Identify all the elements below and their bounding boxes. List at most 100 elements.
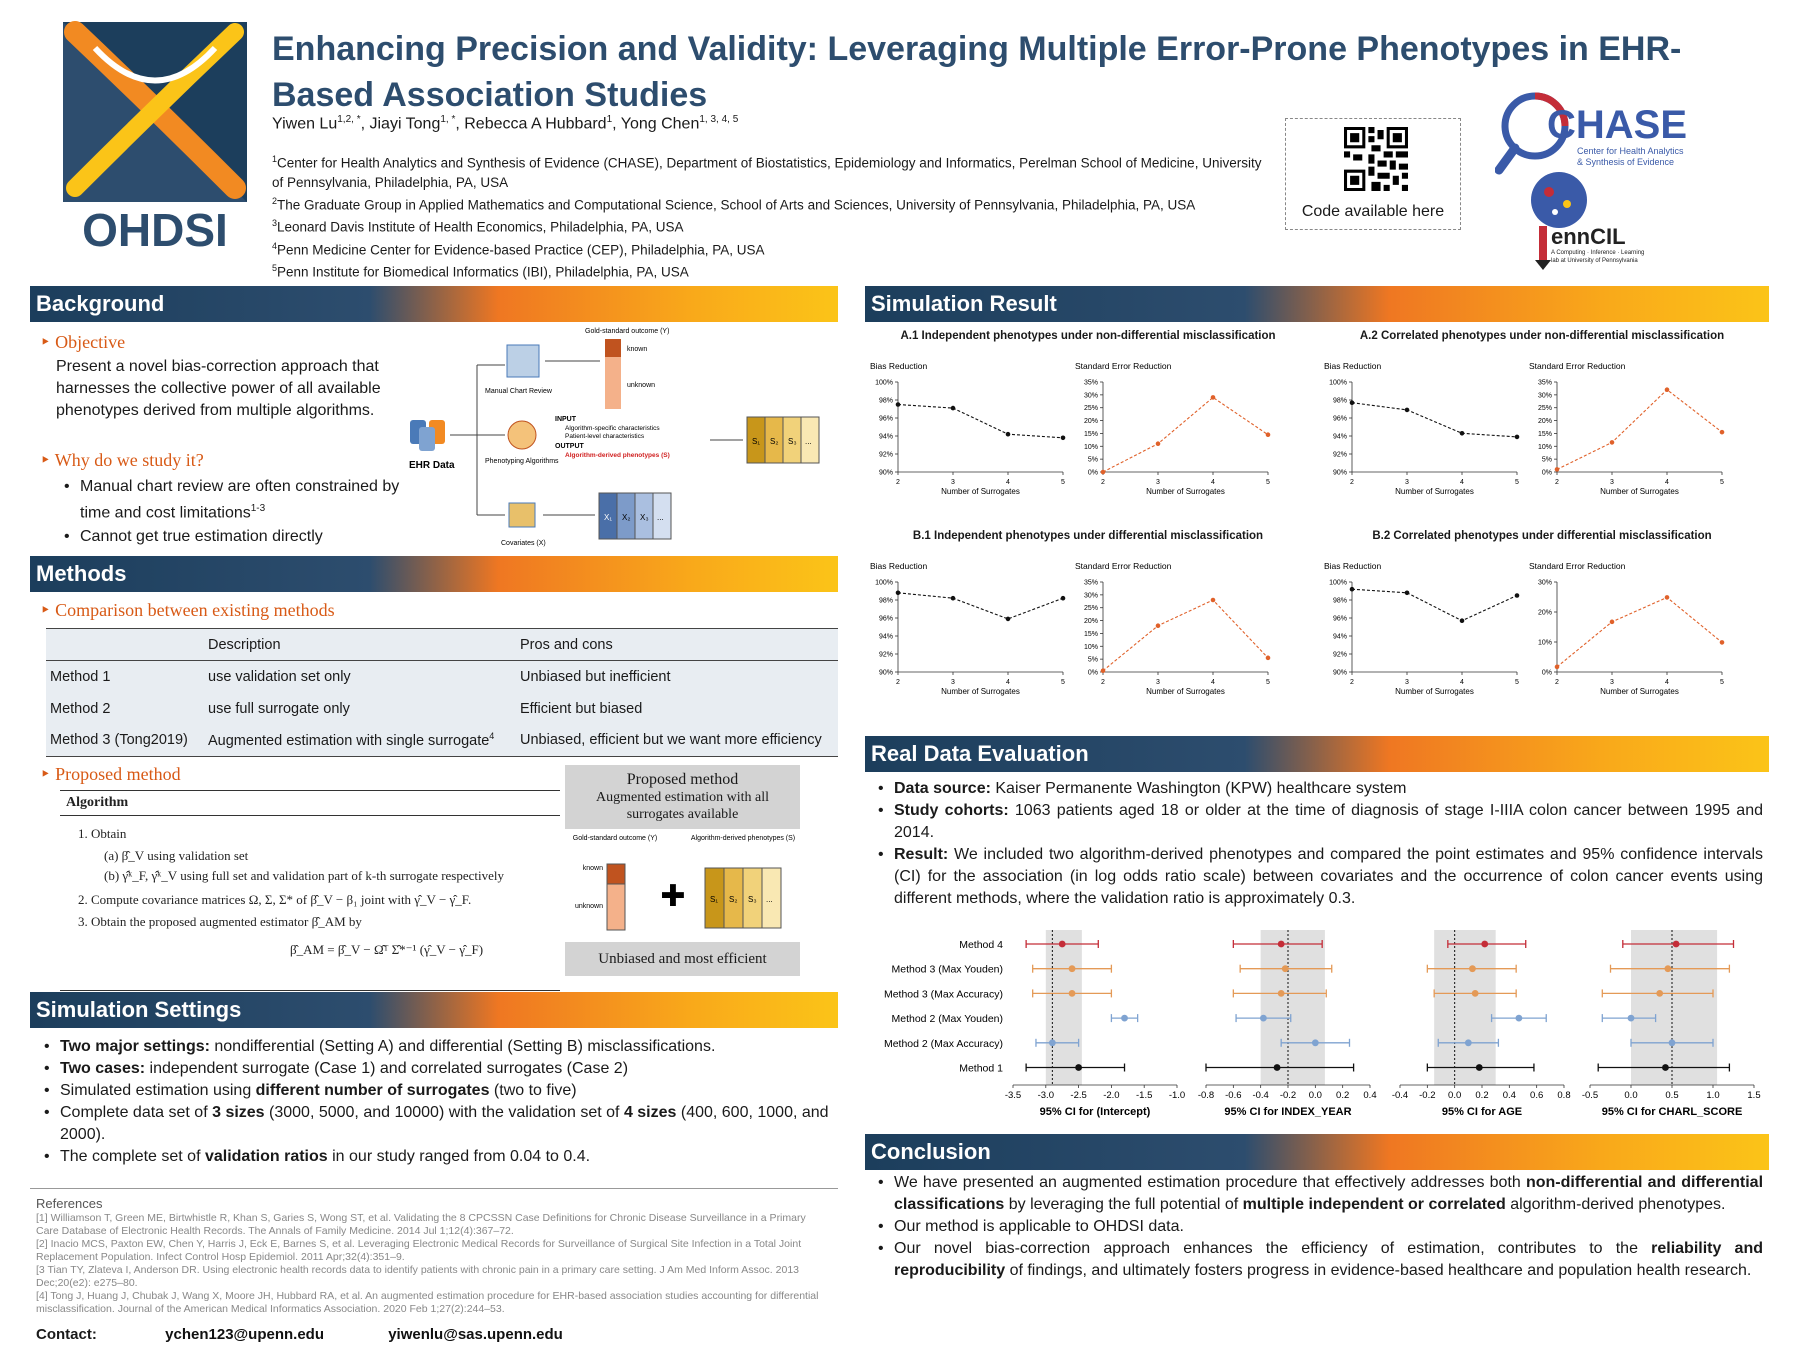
point-estimate bbox=[1656, 990, 1664, 997]
series-line bbox=[897, 403, 1064, 439]
point-estimate bbox=[1058, 940, 1066, 948]
affiliation-item: 4Penn Medicine Center for Evidence-based… bbox=[272, 240, 765, 258]
qr-code-icon bbox=[1344, 127, 1408, 191]
x-tick-label: 5 bbox=[1720, 479, 1724, 486]
series-line bbox=[1351, 402, 1518, 438]
ohdsi-logo: OHDSI bbox=[63, 21, 247, 256]
references-title: References bbox=[36, 1196, 103, 1211]
y-tick-label: 0% bbox=[1542, 670, 1552, 677]
author-name: Rebecca A Hubbard bbox=[464, 115, 607, 133]
row-sup: 4 bbox=[489, 731, 495, 742]
data-point bbox=[1459, 431, 1465, 436]
data-point bbox=[1664, 387, 1670, 393]
line-chart: Bias Reduction 90% 92% 94% 96% 98% 100% 2 3 4 5 Num… bbox=[1324, 561, 1520, 696]
data-point bbox=[1005, 431, 1011, 437]
y-tick-label: 5% bbox=[1088, 657, 1098, 664]
y-tick-label: 25% bbox=[1084, 405, 1098, 412]
point-estimate bbox=[1471, 990, 1479, 997]
covariates-icon bbox=[508, 502, 536, 528]
point-estimate bbox=[1672, 940, 1680, 948]
reference-item: [1] Williamson T, Green ME, Birtwhistle … bbox=[36, 1212, 806, 1237]
forest-plot: -0.8 -0.6 -0.4 -0.2 0.0 0.2 0.4 95% CI for INDE… bbox=[1198, 930, 1377, 1118]
author-name: Yong Chen bbox=[620, 115, 700, 133]
method-label: Method 1 bbox=[959, 1063, 1003, 1075]
panel-ylabel: Standard Error Reduction bbox=[1075, 361, 1172, 371]
method-label: Method 2 (Max Accuracy) bbox=[884, 1038, 1003, 1050]
y-tick-label: 90% bbox=[879, 470, 893, 477]
y-tick-label: 94% bbox=[879, 434, 893, 441]
reference-item: [3 Tian TY, Zlateva I, Anderson DR. Usin… bbox=[36, 1264, 799, 1289]
unknown-label: unknown bbox=[575, 903, 603, 910]
y-tick-label: 90% bbox=[1333, 470, 1347, 477]
conclusion-list: We have presented an augmented estimatio… bbox=[870, 1172, 1763, 1282]
x-tick-label: 5 bbox=[1515, 679, 1519, 686]
y-tick-label: 100% bbox=[875, 380, 893, 387]
x-tick-label: 3 bbox=[1405, 679, 1409, 686]
proposed-method-box: Proposed method Augmented estimation wit… bbox=[565, 765, 800, 829]
real-data-banner: Real Data Evaluation bbox=[865, 736, 1769, 772]
email-link[interactable]: ychen123@upenn.edu bbox=[165, 1326, 325, 1343]
algorithm-line: 2. Compute covariance matrices Ω, Σ, Σ* … bbox=[78, 892, 472, 907]
manual-review-icon bbox=[506, 344, 540, 378]
x-tick-label: -0.8 bbox=[1198, 1090, 1214, 1101]
methods-banner: Methods bbox=[30, 556, 838, 592]
output-item-1: Algorithm-derived phenotypes (S) bbox=[565, 452, 670, 459]
algorithm-line: 1. Obtain bbox=[78, 826, 127, 841]
series-line bbox=[1102, 599, 1269, 672]
series-line bbox=[1556, 388, 1723, 470]
x-tick-label: 0.5 bbox=[1665, 1090, 1678, 1101]
affiliation-item: 2The Graduate Group in Applied Mathemati… bbox=[272, 195, 1196, 213]
data-point bbox=[1514, 593, 1520, 598]
algorithm-box: Algorithm 1. Obtain (a) β̂_V using valid… bbox=[60, 790, 560, 991]
point-estimate bbox=[1048, 1039, 1056, 1047]
gold-known-bar bbox=[606, 863, 626, 885]
list-item: We have presented an augmented estimatio… bbox=[870, 1172, 1763, 1216]
list-item: Two major settings: nondifferential (Set… bbox=[36, 1036, 836, 1058]
line-chart: Bias Reduction 90% 92% 94% 96% 98% 100% 2 3 4 5 Num… bbox=[870, 361, 1066, 496]
x-tick-label: -2.5 bbox=[1070, 1090, 1086, 1101]
panel-ylabel: Bias Reduction bbox=[870, 561, 927, 571]
y-tick-label: 10% bbox=[1538, 640, 1552, 647]
x-tick-label: 3 bbox=[1405, 479, 1409, 486]
real-data-list: Data source: Kaiser Permanente Washingto… bbox=[870, 778, 1763, 910]
y-tick-label: 98% bbox=[879, 598, 893, 605]
svg-text:...: ... bbox=[657, 513, 664, 522]
svg-text:S₁: S₁ bbox=[752, 437, 760, 446]
svg-text:S₂: S₂ bbox=[729, 895, 737, 904]
data-point bbox=[895, 402, 901, 407]
line-chart: Standard Error Reduction 0% 5% 10% 15% 20% 25%… bbox=[1075, 561, 1271, 696]
point-estimate bbox=[1260, 1014, 1267, 1022]
ehr-data-icon bbox=[410, 420, 445, 451]
y-tick-label: 20% bbox=[1538, 610, 1552, 617]
y-tick-label: 5% bbox=[1542, 457, 1552, 464]
col-pros-cons: Pros and cons bbox=[520, 636, 613, 653]
author-sup: 1, 3, 4, 5 bbox=[699, 114, 739, 125]
ci-shade bbox=[1260, 930, 1325, 1085]
x-tick-label: -1.5 bbox=[1136, 1090, 1152, 1101]
plus-icon: ✚ bbox=[660, 880, 685, 913]
chase-logo-sub1: Center for Health Analytics bbox=[1577, 146, 1684, 156]
y-tick-label: 10% bbox=[1538, 444, 1552, 451]
list-item: Simulated estimation using different num… bbox=[36, 1080, 836, 1102]
x-tick-label: 4 bbox=[1460, 479, 1464, 486]
y-tick-label: 20% bbox=[1538, 418, 1552, 425]
x-tick-label: -2.0 bbox=[1103, 1090, 1119, 1101]
x-tick-label: 2 bbox=[1101, 679, 1105, 686]
x-axis-label: Number of Surrogates bbox=[1146, 687, 1225, 696]
svg-text:X₃: X₃ bbox=[640, 513, 649, 522]
chart-title: A.2 Correlated phenotypes under non-diff… bbox=[1359, 330, 1725, 342]
email-link[interactable]: yiwenlu@sas.upenn.edu bbox=[388, 1326, 563, 1343]
y-tick-label: 35% bbox=[1084, 380, 1098, 387]
x-axis-label: Number of Surrogates bbox=[1146, 487, 1225, 496]
x-tick-label: 2 bbox=[1101, 479, 1105, 486]
x-axis-label: Number of Surrogates bbox=[941, 687, 1020, 696]
objective-heading: ‣ Objective bbox=[40, 332, 126, 352]
series-line bbox=[897, 592, 1064, 620]
list-item: Data source: Kaiser Permanente Washingto… bbox=[870, 778, 1763, 800]
x-tick-label: 3 bbox=[951, 479, 955, 486]
y-tick-label: 25% bbox=[1084, 605, 1098, 612]
point-estimate bbox=[1311, 1039, 1319, 1047]
qr-code-box[interactable]: Code available here bbox=[1285, 118, 1461, 230]
ci-shade bbox=[1045, 930, 1082, 1085]
table-header-row: Description Pros and cons bbox=[46, 628, 838, 661]
